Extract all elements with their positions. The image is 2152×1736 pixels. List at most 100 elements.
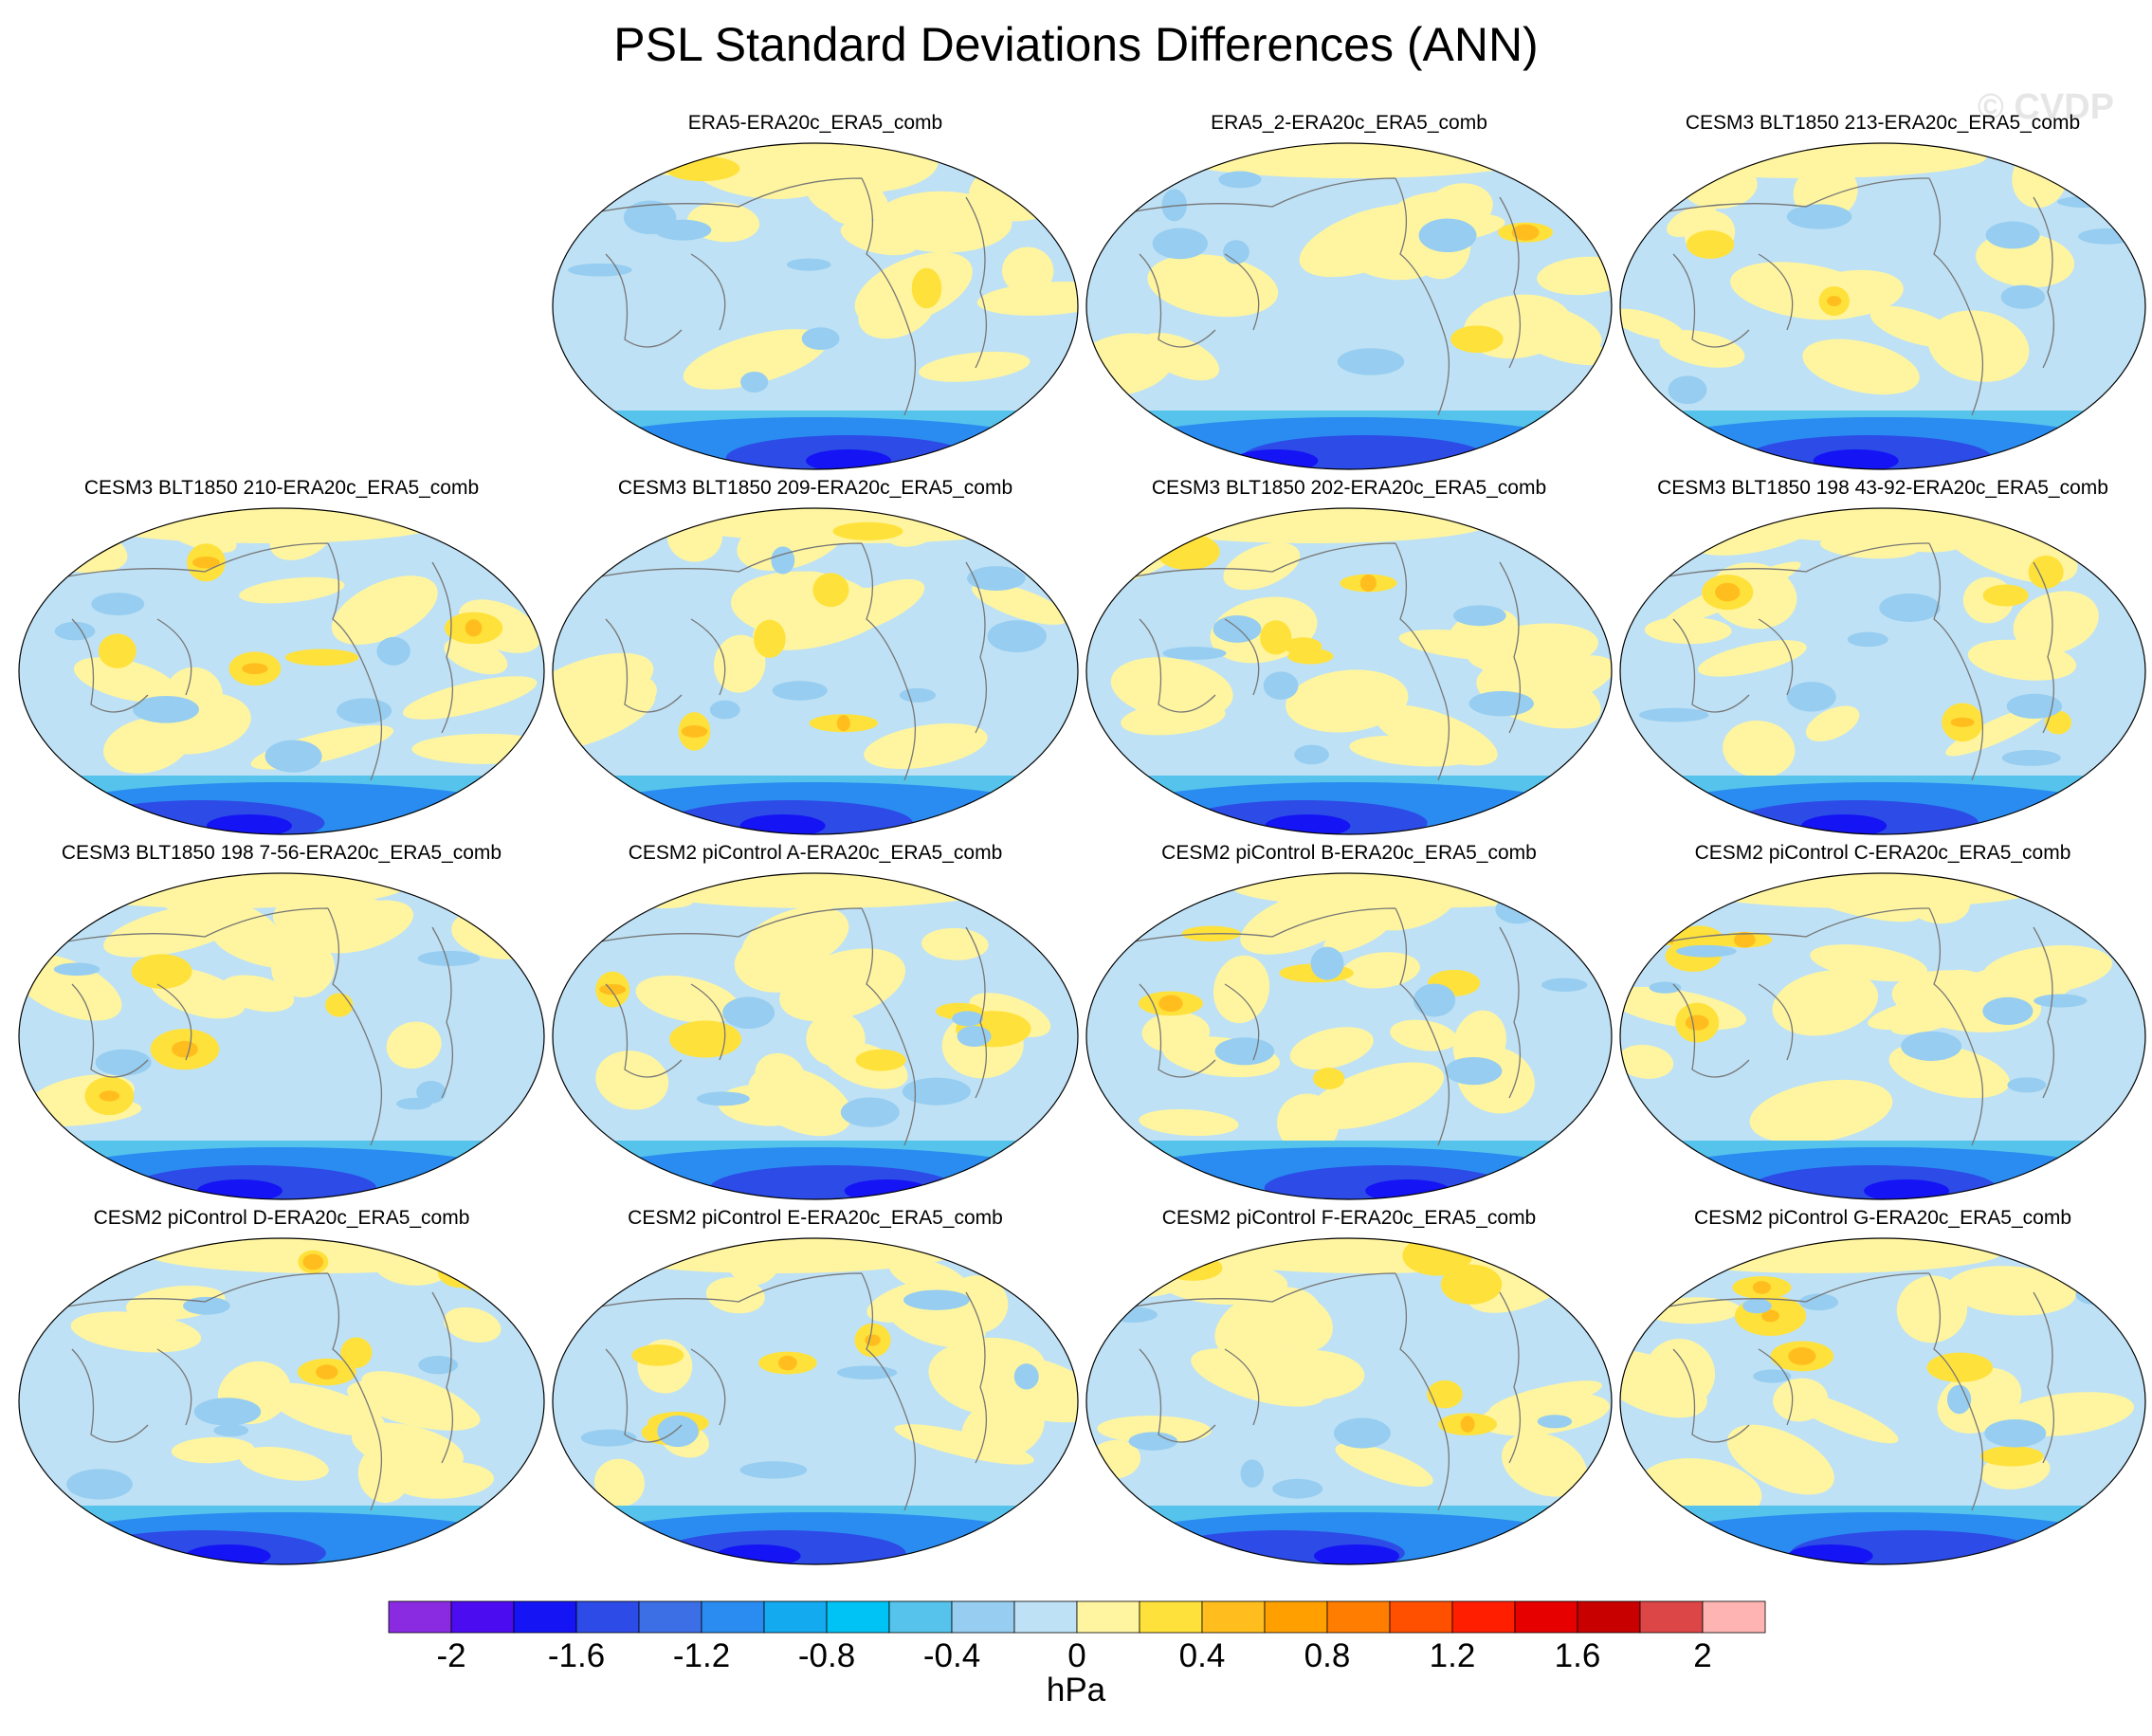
map-panel: CESM3 BLT1850 213-ERA20c_ERA5_comb — [1616, 112, 2149, 477]
map-plot — [552, 1237, 1079, 1565]
map-border — [1619, 872, 2146, 1200]
coastline — [576, 1272, 988, 1511]
colorbar-tick-label: 0 — [1067, 1637, 1086, 1674]
map-plot — [18, 507, 545, 835]
panel-title: CESM3 BLT1850 209-ERA20c_ERA5_comb — [617, 477, 1013, 499]
coastline — [1644, 907, 2055, 1146]
contour-fill — [1620, 873, 2145, 1199]
panel-title: ERA5_2-ERA20c_ERA5_comb — [1211, 112, 1487, 134]
coastline — [1110, 177, 1522, 416]
map-panel: CESM2 piControl B-ERA20c_ERA5_comb — [1083, 842, 1615, 1207]
map-border — [18, 1237, 545, 1565]
figure-title: PSL Standard Deviations Differences (ANN… — [613, 18, 1539, 71]
coastline — [576, 177, 988, 416]
map-panel: ERA5_2-ERA20c_ERA5_comb — [1083, 112, 1615, 477]
coastline — [43, 1272, 454, 1511]
map-panel: CESM3 BLT1850 198 43-92-ERA20c_ERA5_comb — [1616, 477, 2149, 842]
contour-fill — [553, 143, 1078, 469]
panel-title: CESM3 BLT1850 198 43-92-ERA20c_ERA5_comb — [1657, 477, 2108, 499]
contour-fill — [1620, 143, 2145, 469]
coastline — [1110, 907, 1522, 1146]
map-border — [552, 1237, 1079, 1565]
map-panel: CESM2 piControl E-ERA20c_ERA5_comb — [549, 1207, 1082, 1572]
panel-title: CESM3 BLT1850 198 7-56-ERA20c_ERA5_comb — [61, 842, 502, 864]
map-border — [552, 142, 1079, 470]
map-plot — [18, 1237, 545, 1565]
colorbar-tick-label: 1.6 — [1554, 1637, 1601, 1674]
map-panel: CESM2 piControl G-ERA20c_ERA5_comb — [1616, 1207, 2149, 1572]
map-border — [1085, 142, 1613, 470]
map-border — [1619, 1237, 2146, 1565]
map-panel: CESM2 piControl A-ERA20c_ERA5_comb — [549, 842, 1082, 1207]
map-plot — [1619, 507, 2146, 835]
coastline — [1644, 542, 2055, 781]
contour-fill — [553, 873, 1078, 1199]
panel-title: CESM2 piControl B-ERA20c_ERA5_comb — [1161, 842, 1537, 864]
colorbar-tick-label: 0.4 — [1178, 1637, 1226, 1674]
panel-title: CESM2 piControl D-ERA20c_ERA5_comb — [93, 1207, 470, 1229]
map-plot — [18, 872, 545, 1200]
panel-title: CESM3 BLT1850 210-ERA20c_ERA5_comb — [83, 477, 480, 499]
map-panel: CESM3 BLT1850 210-ERA20c_ERA5_comb — [15, 477, 548, 842]
coastline — [43, 542, 454, 781]
contour-fill — [553, 508, 1078, 834]
map-plot — [552, 872, 1079, 1200]
colorbar-tick-label: -1.2 — [672, 1637, 731, 1674]
map-border — [552, 507, 1079, 835]
map-plot — [1085, 142, 1613, 470]
coastline — [43, 907, 454, 1146]
map-border — [552, 872, 1079, 1200]
map-border — [1085, 1237, 1613, 1565]
map-panel: CESM2 piControl C-ERA20c_ERA5_comb — [1616, 842, 2149, 1207]
coastline — [1110, 1272, 1522, 1511]
map-border — [1085, 872, 1613, 1200]
contour-fill — [1086, 873, 1612, 1199]
map-plot — [1619, 142, 2146, 470]
contour-fill — [19, 1238, 544, 1564]
cvdp-watermark: © CVDP — [1977, 87, 2114, 127]
map-border — [1085, 507, 1613, 835]
map-panel: ERA5-ERA20c_ERA5_comb — [549, 112, 1082, 477]
map-plot — [1619, 1237, 2146, 1565]
panel-title: CESM2 piControl E-ERA20c_ERA5_comb — [628, 1207, 1003, 1229]
coastline — [1644, 1272, 2055, 1511]
colorbar-tick-label: -0.4 — [922, 1637, 981, 1674]
map-border — [18, 872, 545, 1200]
panel-title: CESM2 piControl G-ERA20c_ERA5_comb — [1694, 1207, 2071, 1229]
map-panel: CESM2 piControl D-ERA20c_ERA5_comb — [15, 1207, 548, 1572]
map-plot — [552, 507, 1079, 835]
colorbar-tick-label: 0.8 — [1304, 1637, 1351, 1674]
colorbar-tick-label: -0.8 — [797, 1637, 856, 1674]
coastline — [576, 542, 988, 781]
map-border — [1619, 142, 2146, 470]
colorbar-tick-label: 1.2 — [1429, 1637, 1476, 1674]
panel-title: CESM3 BLT1850 202-ERA20c_ERA5_comb — [1151, 477, 1547, 499]
map-plot — [1619, 872, 2146, 1200]
map-border — [1619, 507, 2146, 835]
panel-title: ERA5-ERA20c_ERA5_comb — [687, 112, 943, 134]
coastline — [576, 907, 988, 1146]
contour-fill — [1086, 143, 1612, 469]
contour-fill — [19, 508, 544, 834]
map-panel: CESM3 BLT1850 209-ERA20c_ERA5_comb — [549, 477, 1082, 842]
contour-fill — [1086, 508, 1612, 834]
map-plot — [1085, 872, 1613, 1200]
map-plot — [1085, 507, 1613, 835]
panel-title: CESM3 BLT1850 213-ERA20c_ERA5_comb — [1685, 112, 2081, 134]
panel-title: CESM2 piControl F-ERA20c_ERA5_comb — [1161, 1207, 1537, 1229]
coastline — [1644, 177, 2055, 416]
coastline — [1110, 542, 1522, 781]
contour-fill — [19, 873, 544, 1199]
map-panel: CESM3 BLT1850 202-ERA20c_ERA5_comb — [1083, 477, 1615, 842]
map-border — [18, 507, 545, 835]
contour-fill — [1086, 1238, 1612, 1564]
contour-fill — [553, 1238, 1078, 1564]
panel-title: CESM2 piControl A-ERA20c_ERA5_comb — [628, 842, 1003, 864]
colorbar-units: hPa — [1046, 1672, 1106, 1709]
colorbar-tick-label: -2 — [436, 1637, 466, 1674]
map-plot — [1085, 1237, 1613, 1565]
panel-title: CESM2 piControl C-ERA20c_ERA5_comb — [1694, 842, 2071, 864]
map-panel: CESM3 BLT1850 198 7-56-ERA20c_ERA5_comb — [15, 842, 548, 1207]
map-plot — [552, 142, 1079, 470]
